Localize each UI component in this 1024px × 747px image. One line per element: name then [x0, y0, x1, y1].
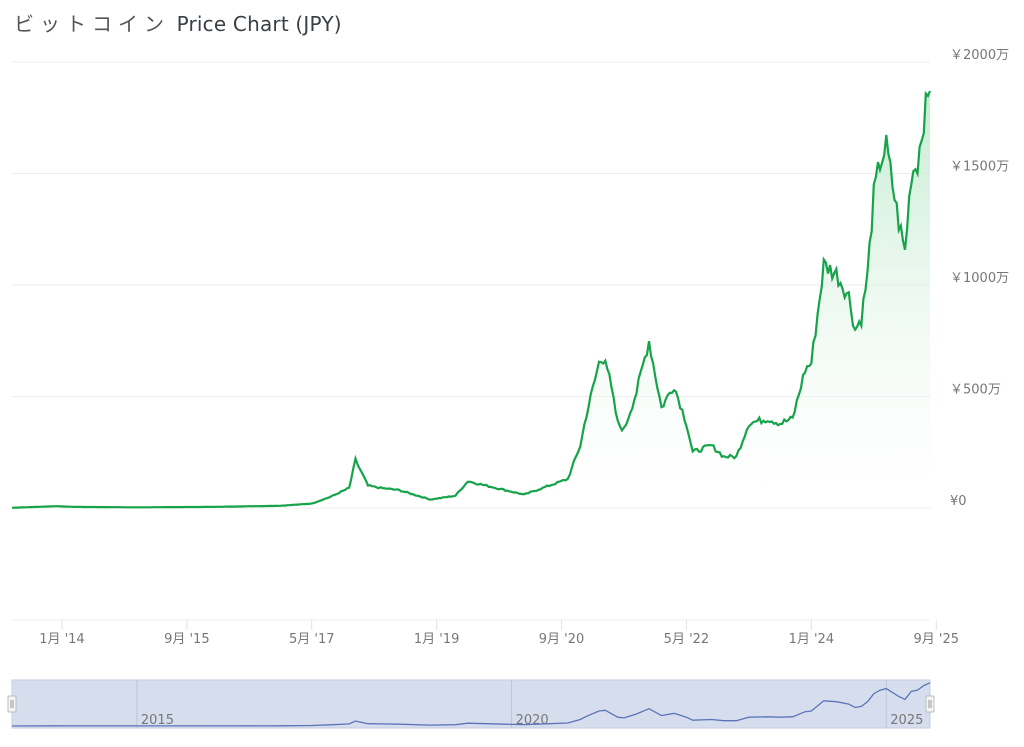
price-line: [11, 90, 932, 509]
x-tick-label: 1月 '24: [789, 632, 835, 647]
x-tick-label: 5月 '22: [664, 632, 710, 647]
x-tick-label: 9月 '20: [539, 632, 585, 647]
navigator-tick-label: 2025: [890, 713, 923, 728]
x-tick-label: 1月 '14: [39, 632, 85, 647]
price-area: [12, 91, 930, 508]
x-tick-label: 9月 '25: [913, 632, 959, 647]
y-tick-label: ￥1000万: [950, 271, 1009, 286]
title-en: Price Chart (JPY): [176, 12, 342, 36]
navigator-line: [11, 682, 931, 727]
navigator[interactable]: 2015 2020 2025: [7, 679, 935, 729]
navigator-tick-label: 2020: [516, 713, 549, 728]
title-jp: ビットコイン: [14, 12, 170, 36]
y-tick-label: ¥0: [950, 494, 967, 509]
y-tick-label: ￥2000万: [950, 48, 1009, 63]
x-tick-label: 9月 '15: [164, 632, 210, 647]
x-tick-label: 5月 '17: [289, 632, 335, 647]
navigator-handle-left[interactable]: [7, 695, 17, 713]
chart-title: ビットコイン Price Chart (JPY): [14, 8, 342, 37]
x-tick-label: 1月 '19: [414, 632, 460, 647]
navigator-handle-right[interactable]: [925, 695, 935, 713]
navigator-tick-label: 2015: [141, 713, 174, 728]
y-tick-label: ￥500万: [950, 383, 1001, 398]
y-tick-label: ￥1500万: [950, 160, 1009, 175]
